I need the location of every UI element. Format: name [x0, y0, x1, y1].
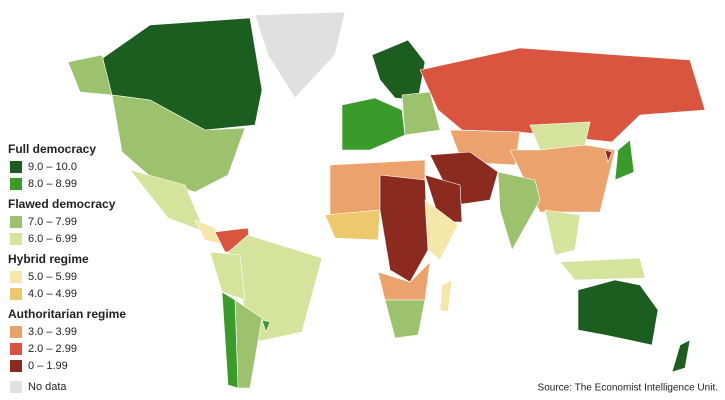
russia — [419, 47, 706, 143]
legend-label: 6.0 – 6.99 — [28, 233, 77, 245]
legend-swatch — [10, 326, 22, 338]
new-zealand — [671, 339, 691, 373]
scandinavia — [371, 39, 426, 101]
legend-swatch — [10, 216, 22, 228]
australia — [577, 279, 659, 346]
map-regions — [67, 11, 706, 389]
legend-label: 9.0 – 10.0 — [28, 161, 77, 173]
legend-swatch — [10, 161, 22, 173]
eastern-europe — [401, 91, 441, 136]
western-europe — [341, 97, 406, 151]
legend-label: 8.0 – 8.99 — [28, 178, 77, 190]
legend-swatch — [10, 288, 22, 300]
legend-group-title: Hybrid regime — [8, 252, 89, 266]
saudi-arabia — [424, 174, 463, 223]
japan — [614, 139, 635, 181]
usa — [111, 94, 246, 193]
legend-label: 5.0 – 5.99 — [28, 271, 77, 283]
legend-swatch — [10, 381, 22, 393]
legend-swatch — [10, 360, 22, 372]
legend-swatch — [10, 233, 22, 245]
indonesia — [559, 257, 646, 281]
source-note: Source: The Economist Intelligence Unit. — [538, 383, 718, 394]
legend-swatch — [10, 271, 22, 283]
legend-label: 7.0 – 7.99 — [28, 216, 77, 228]
north-korea — [604, 149, 613, 163]
legend-label: No data — [28, 381, 67, 393]
legend-label: 2.0 – 2.99 — [28, 343, 77, 355]
peru-bolivia — [209, 251, 246, 301]
legend: Full democracy 9.0 – 10.0 8.0 – 8.99 Flawed… — [8, 142, 126, 393]
madagascar — [439, 279, 453, 313]
southern-africa-north — [377, 261, 431, 301]
legend-label: 4.0 – 4.99 — [28, 288, 77, 300]
east-africa — [424, 199, 459, 261]
legend-swatch — [10, 343, 22, 355]
greenland — [254, 11, 346, 99]
legend-group-title: Authoritarian regime — [8, 307, 126, 321]
central-africa — [379, 174, 429, 283]
chile — [221, 291, 239, 389]
uruguay — [261, 319, 271, 333]
legend-label: 0 – 1.99 — [28, 360, 68, 372]
south-africa — [384, 299, 426, 339]
west-africa — [324, 209, 381, 241]
legend-group-title: Flawed democracy — [8, 197, 116, 211]
india — [497, 171, 541, 251]
legend-swatch — [10, 178, 22, 190]
southeast-asia — [544, 209, 581, 256]
legend-group-title: Full democracy — [8, 142, 96, 156]
legend-label: 3.0 – 3.99 — [28, 326, 77, 338]
